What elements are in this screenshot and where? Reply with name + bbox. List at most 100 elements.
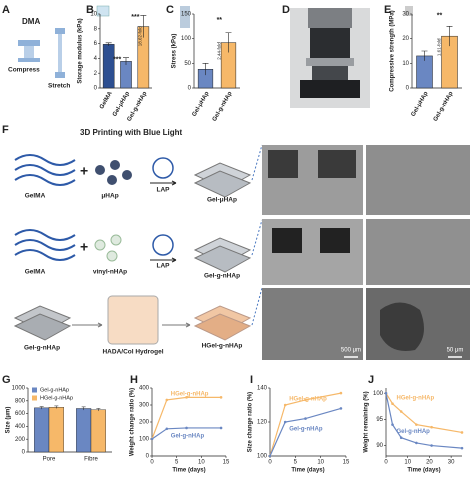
diagram-label: HGel-g-nHAp (202, 343, 243, 350)
panel-label: E (384, 4, 391, 16)
y-tick-label: 800 (15, 398, 26, 404)
annotation: 2.44-fold (216, 42, 221, 60)
diagram-label: LAP (157, 187, 171, 194)
diagram-label: Gel-μHAp (207, 197, 237, 204)
point (150, 437, 154, 441)
diagram-label: LAP (157, 263, 171, 270)
annotation: *** (113, 57, 121, 64)
x-tick-label: GelMA (99, 90, 114, 110)
series-label: HGel-g-nHAp (171, 391, 209, 397)
y-tick-label: 4 (94, 56, 98, 62)
point (304, 417, 307, 420)
line (269, 392, 342, 457)
y-tick-label: 140 (257, 386, 268, 392)
error-bar (54, 405, 59, 409)
point (283, 420, 287, 424)
x-tick-label: 0 (268, 460, 272, 466)
x-tick-label: 5 (175, 460, 179, 466)
panel-label: A (2, 4, 10, 16)
y-tick-label: 10 (402, 61, 409, 67)
y-tick-label: 150 (181, 12, 192, 18)
svg-text:+: + (80, 239, 88, 255)
panel-label: C (166, 4, 174, 16)
x-tick-label: 20 (426, 460, 433, 466)
x-tick-label: Gel-g-nHAp (212, 90, 234, 122)
y-axis-label: Size change ratio (%) (248, 392, 254, 452)
x-tick-label: 15 (343, 460, 350, 466)
y-axis-label: Storage modulus (kPa) (78, 18, 84, 83)
error-bar (421, 50, 428, 61)
inset-photo (96, 5, 110, 17)
legend-label: HGel-g-nHAp (40, 395, 73, 401)
annotation: ** (217, 17, 223, 24)
y-axis-label: Size (μm) (6, 407, 12, 434)
panel-title: 3D Printing with Blue Light (80, 128, 183, 137)
scale-bar-label: 500 μm (341, 348, 361, 354)
x-tick-label: Gel-μHAp (112, 90, 131, 117)
y-tick-label: 100 (139, 437, 150, 443)
dma-icons (18, 28, 65, 78)
y-axis-label: Compressive strength (MPa) (390, 10, 396, 91)
y-tick-label: 30 (402, 12, 409, 18)
schematic-f: + + (13, 144, 263, 345)
point (460, 431, 464, 434)
point (268, 454, 272, 458)
point (219, 426, 223, 430)
bar (76, 408, 92, 453)
y-tick-label: 400 (15, 424, 26, 430)
y-tick-label: 90 (376, 443, 383, 449)
y-tick-label: 120 (257, 420, 268, 426)
point (185, 396, 188, 399)
error-bar (81, 406, 86, 411)
point (165, 427, 169, 431)
point (339, 407, 343, 410)
series-label: Gel-g-nHAp (397, 429, 431, 435)
axis-line (151, 388, 226, 457)
diagram-label: Gel-g-nHAp (204, 273, 240, 280)
error-bar (105, 42, 112, 46)
x-tick-label: 10 (317, 460, 324, 466)
y-tick-label: 0 (406, 86, 410, 92)
y-tick-label: 10 (90, 12, 97, 18)
y-tick-label: 0 (188, 86, 192, 92)
x-tick-label: 30 (448, 460, 455, 466)
x-axis-label: Time (days) (172, 468, 205, 474)
point (399, 436, 403, 439)
y-axis-label: Weight remaining (%) (364, 391, 370, 452)
x-tick-label: Gel-g-nHAp (433, 90, 455, 122)
error-bar (123, 57, 129, 66)
panel-label: J (368, 374, 374, 386)
x-axis-label: Time (days) (291, 468, 324, 474)
point (391, 423, 394, 426)
error-bar (39, 406, 44, 410)
panel-title: DMA (22, 17, 40, 26)
point (415, 423, 418, 426)
x-tick-label: 15 (223, 460, 230, 466)
error-bar (446, 26, 453, 47)
y-tick-label: 8 (94, 26, 98, 32)
panel-label: D (282, 4, 290, 16)
line (151, 427, 222, 440)
micrographs (262, 145, 470, 360)
diagram-label: Gel-g-nHAp (24, 345, 60, 352)
x-tick-label: 0 (384, 460, 388, 466)
x-tick-label: 10 (404, 460, 411, 466)
x-tick-label: Fibre (84, 457, 98, 463)
x-tick-label: Gel-μHAp (411, 90, 430, 117)
y-tick-label: 6 (94, 41, 98, 47)
y-tick-label: 50 (184, 61, 191, 67)
bar (120, 61, 132, 89)
y-axis-label: Stress (kPa) (172, 34, 178, 69)
legend-label: Gel-g-nHAp (40, 387, 69, 393)
bar (34, 407, 50, 453)
y-tick-label: 200 (139, 420, 150, 426)
point (430, 425, 433, 429)
inset-photo (405, 6, 413, 16)
point (304, 398, 307, 402)
line (269, 407, 342, 457)
y-tick-label: 400 (139, 386, 150, 392)
x-tick-label: 10 (198, 460, 205, 466)
y-tick-label: 100 (181, 36, 192, 42)
svg-text:+: + (80, 163, 88, 179)
